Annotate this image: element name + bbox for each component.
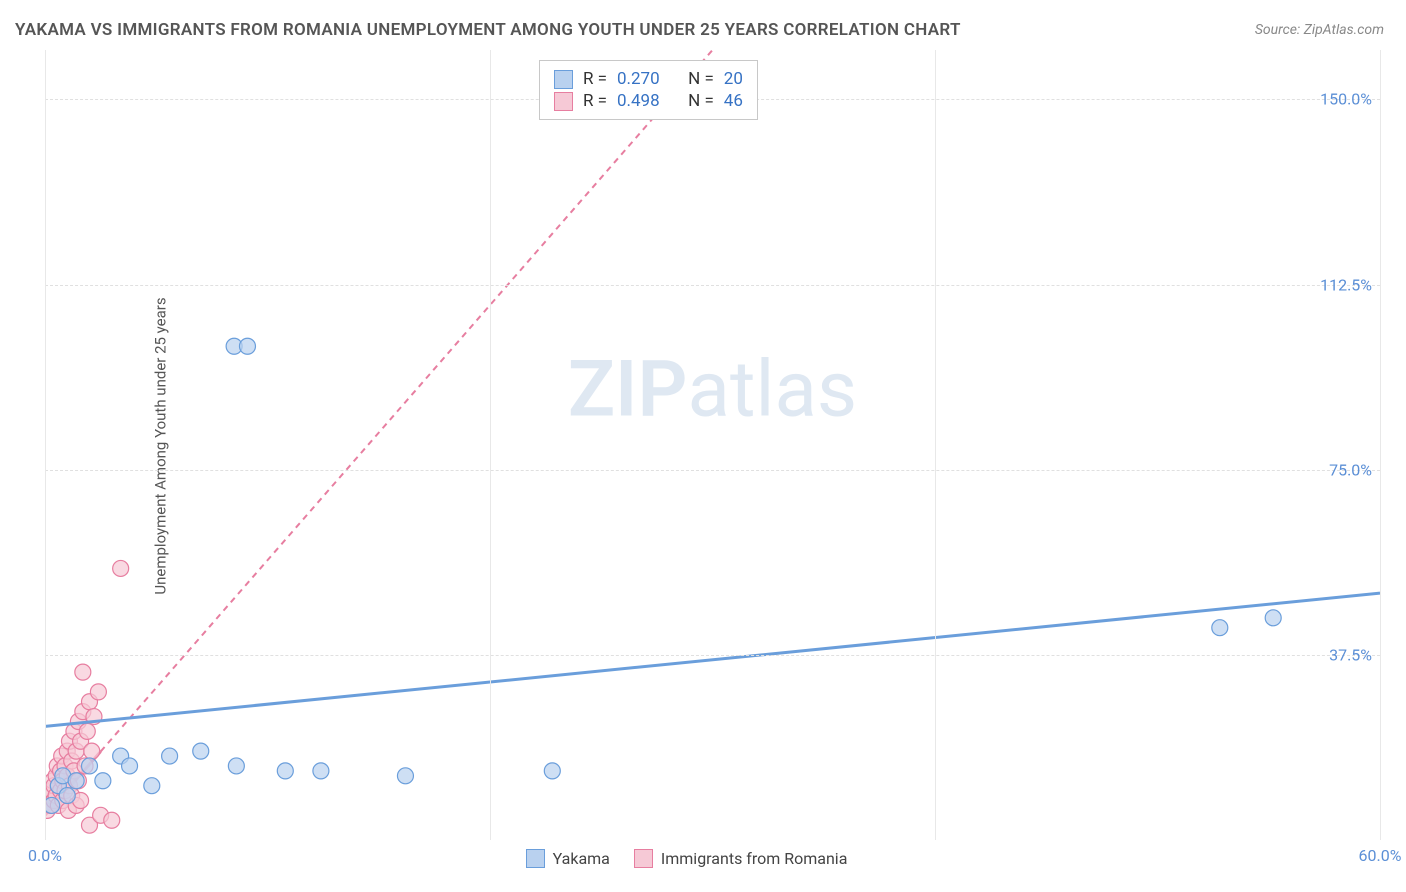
legend-item: Immigrants from Romania xyxy=(634,849,848,868)
legend-label: Immigrants from Romania xyxy=(661,849,848,868)
legend-swatch xyxy=(554,92,573,111)
chart-svg xyxy=(45,50,1380,840)
stat-n-value: 20 xyxy=(724,69,743,89)
legend-swatch xyxy=(554,70,573,89)
legend: Yakama Immigrants from Romania xyxy=(526,849,848,868)
stat-r-value: 0.270 xyxy=(617,69,660,89)
y-tick-label: 150.0% xyxy=(1320,90,1372,109)
source-credit: Source: ZipAtlas.com xyxy=(1255,22,1384,38)
x-tick-label: 60.0% xyxy=(1359,846,1402,865)
y-tick-label: 112.5% xyxy=(1320,275,1372,294)
stat-r-value: 0.498 xyxy=(617,91,660,111)
legend-label: Yakama xyxy=(553,849,610,868)
chart-title: YAKAMA VS IMMIGRANTS FROM ROMANIA UNEMPL… xyxy=(15,20,961,40)
plot-area: ZIPatlas 37.5%75.0%112.5%150.0%0.0%60.0%… xyxy=(45,50,1380,840)
legend-item: Yakama xyxy=(526,849,610,868)
watermark: ZIPatlas xyxy=(568,344,857,435)
y-tick-label: 75.0% xyxy=(1329,460,1372,479)
correlation-stats-box: R =0.270 N =20R =0.498 N =46 xyxy=(539,60,758,120)
y-tick-label: 37.5% xyxy=(1329,645,1372,664)
stat-n-value: 46 xyxy=(724,91,743,111)
legend-swatch xyxy=(634,849,653,868)
x-tick-label: 0.0% xyxy=(28,846,62,865)
legend-swatch xyxy=(526,849,545,868)
